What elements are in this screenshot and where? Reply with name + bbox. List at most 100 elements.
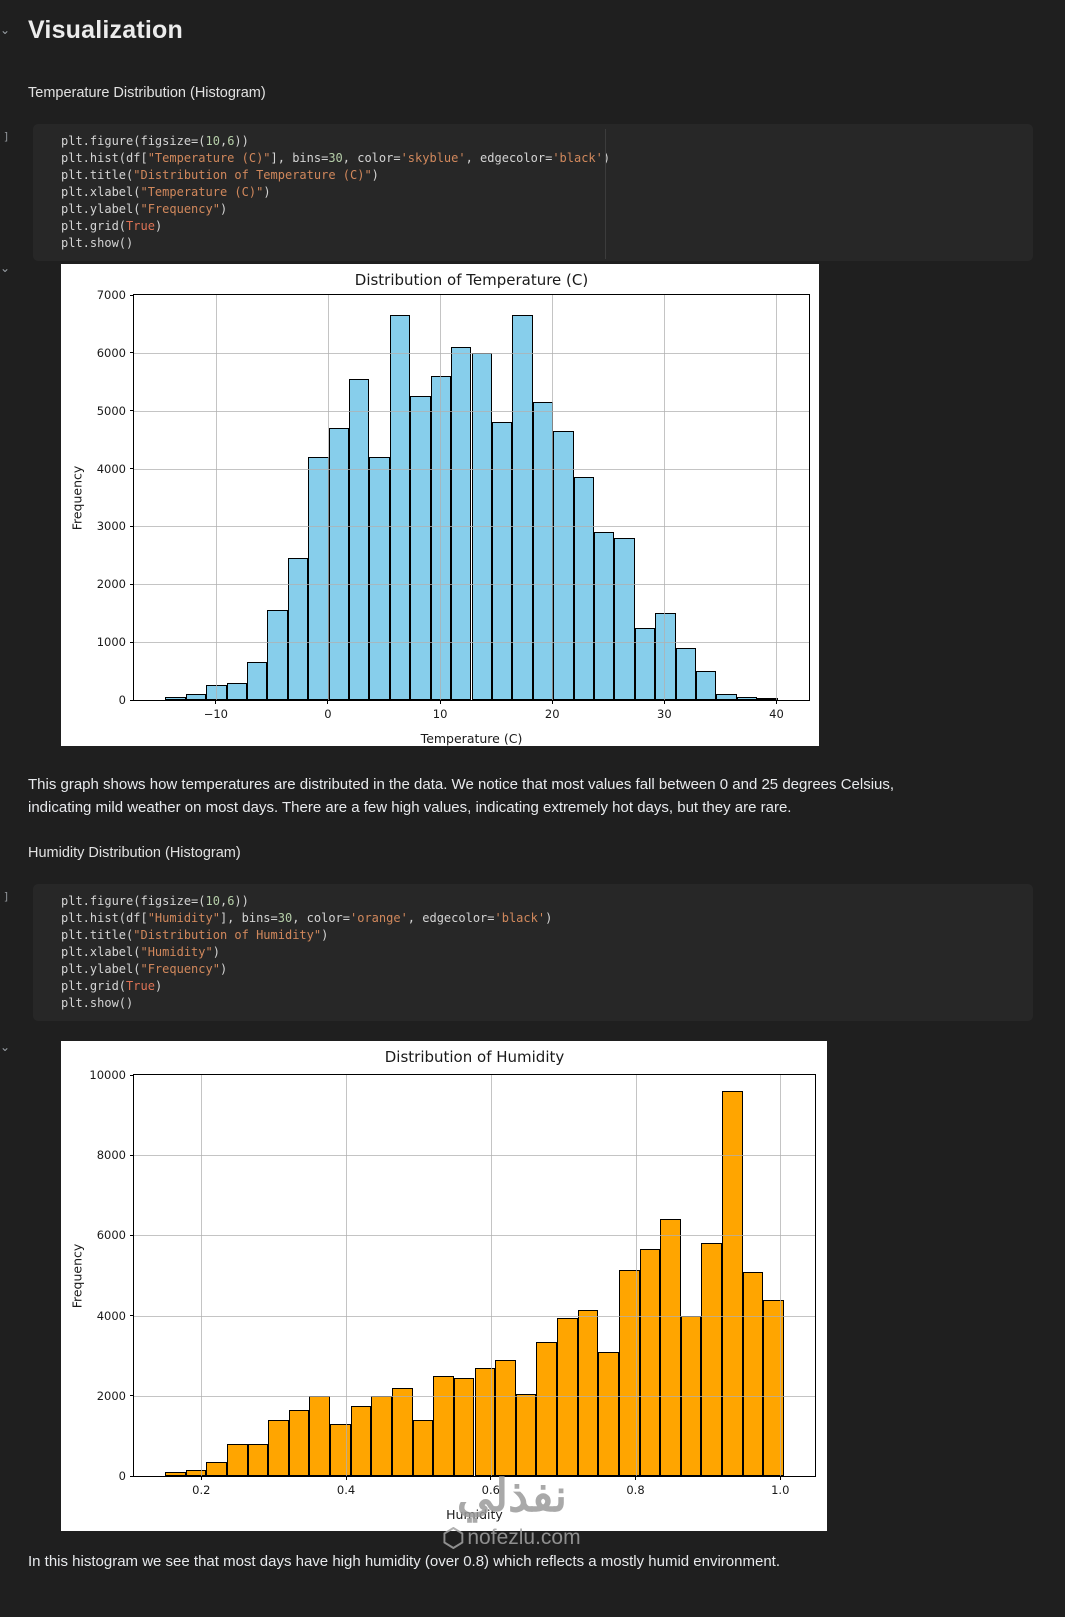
histogram-bar: [553, 430, 574, 700]
temperature-histogram-figure: Distribution of Temperature (C) 0 1000 2000…: [61, 264, 819, 746]
histogram-bar: [695, 671, 717, 700]
x-tick-mark: [779, 1476, 781, 1480]
x-tick-label: 20: [544, 707, 560, 721]
histogram-bar: [185, 693, 207, 700]
histogram-bar: [247, 662, 268, 700]
histogram-bar: [165, 696, 186, 700]
y-axis-label: Frequency: [69, 465, 85, 530]
x-tick-label: 0: [324, 707, 332, 721]
histogram-bar: [268, 1419, 289, 1476]
code-line: plt.xlabel("Temperature (C)"): [61, 185, 271, 199]
x-tick-mark: [215, 700, 217, 704]
grid-line: [490, 1075, 492, 1476]
y-tick-mark: [130, 352, 134, 354]
histogram-bar: [433, 1375, 454, 1476]
cell-run-bracket[interactable]: ]: [3, 130, 10, 143]
hexagon-icon: [443, 1527, 464, 1549]
code-line: plt.title("Distribution of Humidity"): [61, 928, 329, 942]
grid-line: [346, 1075, 348, 1476]
grid-line: [134, 352, 809, 354]
temperature-section-label: Temperature Distribution (Histogram): [28, 85, 266, 101]
x-tick-mark: [775, 700, 777, 704]
cell-run-bracket[interactable]: ]: [3, 890, 10, 903]
grid-line: [552, 295, 554, 700]
code-line: plt.hist(df["Humidity"], bins=30, color=…: [61, 911, 553, 925]
x-tick-mark: [551, 700, 553, 704]
grid-line: [134, 468, 809, 470]
temperature-analysis-line1: This graph shows how temperatures are di…: [28, 776, 895, 793]
y-tick-mark: [130, 1154, 134, 1156]
grid-line: [327, 295, 329, 700]
histogram-bar: [412, 1419, 434, 1476]
histogram-bar: [309, 1395, 331, 1476]
y-tick-label: 2000: [96, 1388, 126, 1403]
histogram-bar: [453, 1377, 475, 1476]
histogram-bar: [701, 1243, 722, 1476]
y-tick-label: 7000: [96, 288, 126, 302]
histogram-bar: [491, 422, 513, 700]
x-tick-label: 10: [432, 707, 448, 721]
histogram-bar: [451, 347, 472, 700]
output-collapse-chevron-icon[interactable]: ⌄: [0, 1040, 11, 1054]
grid-line: [664, 295, 666, 700]
code-line: plt.hist(df["Temperature (C)"], bins=30,…: [61, 151, 611, 165]
histogram-bar: [369, 457, 390, 700]
grid-line: [134, 642, 809, 644]
temperature-analysis-text: This graph shows how temperatures are di…: [28, 774, 1018, 819]
code-cell-temperature[interactable]: plt.figure(figsize=(10,6)) plt.hist(df["T…: [33, 124, 1033, 261]
grid-line: [134, 526, 809, 528]
histogram-bar: [308, 457, 329, 700]
y-tick-mark: [130, 583, 134, 585]
page-title: Visualization: [28, 16, 183, 44]
grid-line: [134, 1235, 815, 1237]
y-tick-mark: [130, 1315, 134, 1317]
histogram-bar: [614, 538, 635, 700]
code-line: plt.figure(figsize=(10,6)): [61, 134, 249, 148]
y-tick-mark: [130, 525, 134, 527]
histogram-bar: [532, 402, 554, 700]
histogram-bar: [573, 477, 594, 700]
chart-title: Distribution of Temperature (C): [354, 271, 589, 289]
histogram-bar: [763, 1299, 784, 1476]
y-tick-label: 0: [118, 1469, 126, 1483]
histogram-bar: [349, 378, 370, 700]
plot-area: 0 2000 4000 6000 8000 10000 0.2 0.4 0.6 0.8 1.0: [89, 1068, 816, 1497]
grid-line: [134, 410, 809, 412]
watermark: نفذلي nofezlu.com: [443, 1468, 581, 1550]
y-tick-label: 6000: [96, 1228, 126, 1243]
watermark-arabic-text: نفذلي: [456, 1470, 568, 1521]
code-line: plt.figure(figsize=(10,6)): [61, 894, 249, 908]
code-line: plt.title("Distribution of Temperature (…: [61, 168, 379, 182]
y-tick-mark: [130, 699, 134, 701]
y-axis-label: Frequency: [69, 1243, 85, 1308]
x-tick-mark: [200, 1476, 202, 1480]
x-tick-label: 30: [657, 707, 672, 721]
histogram-bar: [165, 1472, 186, 1476]
y-tick-label: 10000: [89, 1068, 126, 1082]
x-tick-label: 0.4: [336, 1483, 356, 1497]
x-tick-label: 1.0: [771, 1483, 790, 1497]
histogram-bar: [247, 1443, 269, 1476]
histogram-bar: [716, 694, 737, 700]
x-tick-mark: [327, 700, 329, 704]
histogram-bar: [226, 1443, 248, 1476]
x-axis-label: Temperature (C): [420, 731, 523, 746]
histogram-bar: [474, 1367, 496, 1476]
histogram-bar: [391, 1387, 413, 1476]
histogram-bar: [185, 1470, 207, 1476]
histogram-bar: [742, 1271, 764, 1476]
section-collapse-chevron-icon[interactable]: ⌄: [0, 23, 11, 37]
code-line: plt.xlabel("Humidity"): [61, 945, 220, 959]
output-collapse-chevron-icon[interactable]: ⌄: [0, 261, 11, 275]
humidity-analysis-text: In this histogram we see that most days …: [28, 1553, 780, 1570]
code-cell-humidity[interactable]: plt.figure(figsize=(10,6)) plt.hist(df["H…: [33, 884, 1033, 1021]
code-line: plt.grid(True): [61, 219, 163, 233]
histogram-bar: [757, 698, 778, 700]
y-tick-label: 6000: [96, 345, 126, 360]
histogram-bar: [206, 1461, 227, 1476]
x-tick-mark: [490, 1476, 492, 1480]
histogram-bar: [328, 428, 350, 700]
grid-line: [780, 1075, 782, 1476]
histogram-bar: [618, 1269, 640, 1476]
